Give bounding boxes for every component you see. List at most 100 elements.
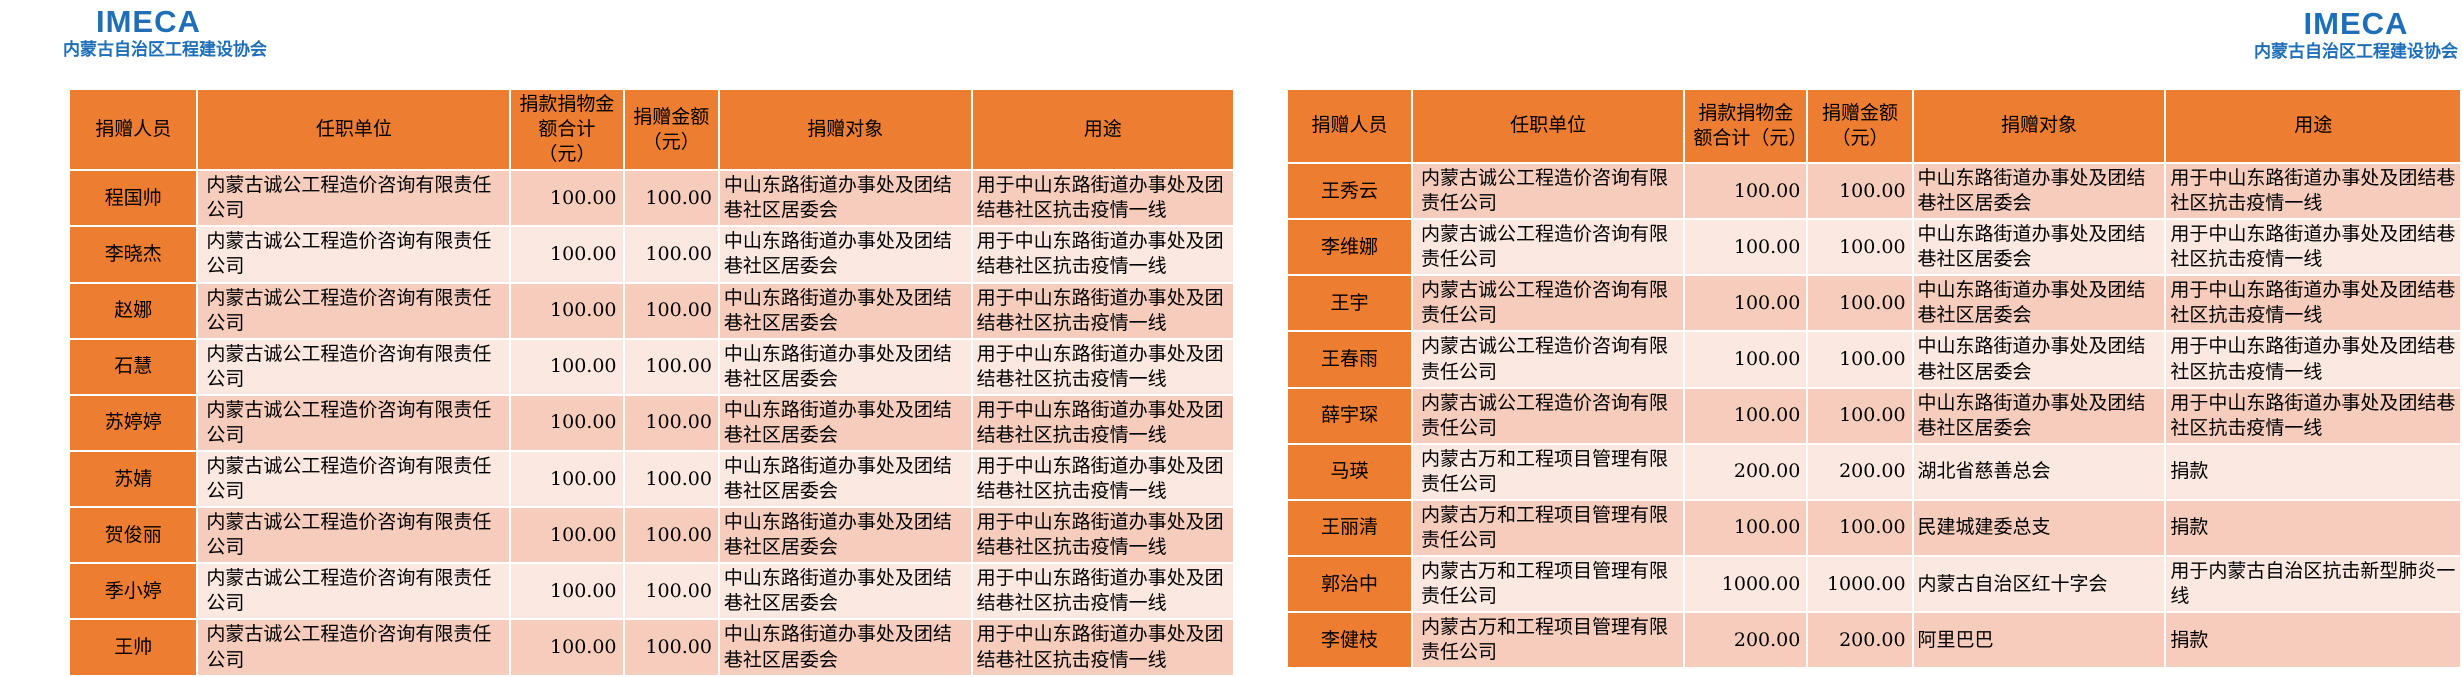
- total-donation-amount: 100.00: [1683, 274, 1809, 333]
- employer-unit: 内蒙古诚公工程造价咨询有限责任公司: [1410, 330, 1686, 389]
- purpose: 用于中山东路街道办事处及团结巷社区抗击疫情一线: [2164, 161, 2462, 221]
- donor-name: 王春雨: [1286, 330, 1413, 389]
- table-row: 李维娜 内蒙古诚公工程造价咨询有限责任公司 100.00 100.00 中山东路街道办事…: [1286, 218, 2462, 277]
- donation-amount: 100.00: [622, 169, 720, 228]
- total-donation-amount: 100.00: [509, 562, 625, 621]
- table-row: 王春雨 内蒙古诚公工程造价咨询有限责任公司 100.00 100.00 中山东路街道办事…: [1286, 330, 2462, 389]
- total-donation-amount: 100.00: [509, 281, 625, 340]
- column-header-purpose: 用途: [970, 87, 1236, 172]
- donation-target: 中山东路街道办事处及团结巷社区居委会: [1911, 218, 2167, 277]
- donor-name: 马瑛: [1286, 442, 1413, 501]
- total-donation-amount: 200.00: [1683, 442, 1809, 501]
- table-row: 王秀云 内蒙古诚公工程造价咨询有限责任公司 100.00 100.00 中山东路街道办事…: [1286, 161, 2462, 221]
- total-donation-amount: 1000.00: [1683, 555, 1809, 614]
- donor-name: 李维娜: [1286, 218, 1413, 277]
- employer-unit: 内蒙古万和工程项目管理有限责任公司: [1410, 442, 1686, 501]
- total-donation-amount: 100.00: [509, 618, 625, 677]
- employer-unit: 内蒙古诚公工程造价咨询有限责任公司: [196, 618, 512, 677]
- column-header-purpose: 用途: [2164, 88, 2462, 164]
- table-row: 王宇 内蒙古诚公工程造价咨询有限责任公司 100.00 100.00 中山东路街道办事处…: [1286, 274, 2462, 333]
- employer-unit: 内蒙古诚公工程造价咨询有限责任公司: [196, 506, 512, 565]
- column-header-total-donation-amount: 捐款捐物金额合计（元）: [1683, 88, 1809, 164]
- total-donation-amount: 100.00: [509, 337, 625, 396]
- table-row: 王帅 内蒙古诚公工程造价咨询有限责任公司 100.00 100.00 中山东路街道办事处…: [67, 618, 1236, 677]
- donation-target: 中山东路街道办事处及团结巷社区居委会: [1911, 386, 2167, 445]
- donation-amount: 1000.00: [1806, 555, 1914, 614]
- purpose: 用于中山东路街道办事处及团结巷社区抗击疫情一线: [970, 225, 1236, 284]
- column-header-donation-amount: 捐赠金额（元）: [1806, 88, 1914, 164]
- purpose: 捐款: [2164, 442, 2462, 501]
- donation-target: 中山东路街道办事处及团结巷社区居委会: [717, 393, 973, 453]
- donation-amount: 100.00: [1806, 498, 1914, 558]
- total-donation-amount: 100.00: [1683, 161, 1809, 221]
- org-name: 内蒙古自治区工程建设协会: [63, 40, 267, 59]
- donation-amount: 100.00: [1806, 330, 1914, 389]
- employer-unit: 内蒙古万和工程项目管理有限责任公司: [1410, 611, 1686, 670]
- donation-amount: 100.00: [1806, 161, 1914, 221]
- donor-name: 赵娜: [67, 281, 199, 340]
- donation-target: 湖北省慈善总会: [1911, 442, 2167, 501]
- total-donation-amount: 100.00: [509, 506, 625, 565]
- total-donation-amount: 100.00: [1683, 498, 1809, 558]
- imeca-logo: IMECA: [2303, 6, 2409, 41]
- column-header-donor-name: 捐赠人员: [67, 87, 199, 172]
- employer-unit: 内蒙古诚公工程造价咨询有限责任公司: [196, 337, 512, 396]
- employer-unit: 内蒙古诚公工程造价咨询有限责任公司: [1410, 161, 1686, 221]
- employer-unit: 内蒙古诚公工程造价咨询有限责任公司: [1410, 386, 1686, 445]
- donation-target: 中山东路街道办事处及团结巷社区居委会: [717, 618, 973, 677]
- donation-target: 中山东路街道办事处及团结巷社区居委会: [1911, 330, 2167, 389]
- table-row: 李健枝 内蒙古万和工程项目管理有限责任公司 200.00 200.00 阿里巴巴 捐款: [1286, 611, 2462, 670]
- purpose: 用于中山东路街道办事处及团结巷社区抗击疫情一线: [970, 337, 1236, 396]
- header-row: 捐赠人员 任职单位 捐款捐物金额合计（元） 捐赠金额（元） 捐赠对象 用途: [1286, 88, 2462, 164]
- purpose: 用于中山东路街道办事处及团结巷社区抗击疫情一线: [970, 562, 1236, 621]
- donor-name: 王宇: [1286, 274, 1413, 333]
- donor-name: 李健枝: [1286, 611, 1413, 670]
- table-row: 程国帅 内蒙古诚公工程造价咨询有限责任公司 100.00 100.00 中山东路街道办事…: [67, 169, 1236, 228]
- column-header-donation-amount: 捐赠金额（元）: [622, 87, 720, 172]
- employer-unit: 内蒙古万和工程项目管理有限责任公司: [1410, 498, 1686, 558]
- purpose: 用于中山东路街道办事处及团结巷社区抗击疫情一线: [970, 169, 1236, 228]
- imeca-logo: IMECA: [96, 4, 201, 39]
- purpose: 用于中山东路街道办事处及团结巷社区抗击疫情一线: [970, 393, 1236, 453]
- table-row: 王丽清 内蒙古万和工程项目管理有限责任公司 100.00 100.00 民建城建委总支捐…: [1286, 498, 2462, 558]
- donation-amount: 100.00: [622, 281, 720, 340]
- column-header-employer-unit: 任职单位: [196, 87, 512, 172]
- donation-amount: 100.00: [622, 506, 720, 565]
- employer-unit: 内蒙古诚公工程造价咨询有限责任公司: [196, 450, 512, 509]
- table-row: 李晓杰 内蒙古诚公工程造价咨询有限责任公司 100.00 100.00 中山东路街道办事…: [67, 225, 1236, 284]
- donation-target: 中山东路街道办事处及团结巷社区居委会: [717, 169, 973, 228]
- donor-name: 苏婷婷: [67, 393, 199, 453]
- donation-amount: 100.00: [1806, 274, 1914, 333]
- total-donation-amount: 100.00: [1683, 386, 1809, 445]
- purpose: 用于中山东路街道办事处及团结巷社区抗击疫情一线: [2164, 330, 2462, 389]
- column-header-donation-target: 捐赠对象: [1911, 88, 2167, 164]
- employer-unit: 内蒙古诚公工程造价咨询有限责任公司: [196, 562, 512, 621]
- column-header-donation-target: 捐赠对象: [717, 87, 973, 172]
- donation-target: 内蒙古自治区红十字会: [1911, 555, 2167, 614]
- employer-unit: 内蒙古诚公工程造价咨询有限责任公司: [196, 225, 512, 284]
- table-row: 马瑛 内蒙古万和工程项目管理有限责任公司 200.00 200.00 湖北省慈善总会 捐款: [1286, 442, 2462, 501]
- donation-target: 中山东路街道办事处及团结巷社区居委会: [717, 562, 973, 621]
- purpose: 用于中山东路街道办事处及团结巷社区抗击疫情一线: [970, 618, 1236, 677]
- page-right: IMECA 内蒙古自治区工程建设协会 捐赠人员 任职单位 捐款捐物金额合计（元） 捐赠…: [1286, 0, 2462, 670]
- total-donation-amount: 100.00: [1683, 218, 1809, 277]
- brand-left: IMECA 内蒙古自治区工程建设协会: [63, 4, 267, 60]
- table-row: 薛宇琛 内蒙古诚公工程造价咨询有限责任公司 100.00 100.00 中山东路街道办事…: [1286, 386, 2462, 445]
- donor-name: 王秀云: [1286, 161, 1413, 221]
- donation-amount: 200.00: [1806, 611, 1914, 670]
- donation-target: 中山东路街道办事处及团结巷社区居委会: [717, 450, 973, 509]
- employer-unit: 内蒙古诚公工程造价咨询有限责任公司: [1410, 218, 1686, 277]
- total-donation-amount: 100.00: [509, 169, 625, 228]
- donation-target: 中山东路街道办事处及团结巷社区居委会: [1911, 274, 2167, 333]
- total-donation-amount: 100.00: [509, 450, 625, 509]
- purpose: 捐款: [2164, 611, 2462, 670]
- purpose: 用于内蒙古自治区抗击新型肺炎一线: [2164, 555, 2462, 614]
- org-name: 内蒙古自治区工程建设协会: [2254, 42, 2458, 61]
- donation-target: 阿里巴巴: [1911, 611, 2167, 670]
- column-header-total-donation-amount: 捐款捐物金额合计（元）: [509, 87, 625, 172]
- donor-name: 程国帅: [67, 169, 199, 228]
- donor-name: 苏婧: [67, 450, 199, 509]
- donation-target: 民建城建委总支: [1911, 498, 2167, 558]
- purpose: 用于中山东路街道办事处及团结巷社区抗击疫情一线: [2164, 274, 2462, 333]
- donation-amount: 100.00: [622, 393, 720, 453]
